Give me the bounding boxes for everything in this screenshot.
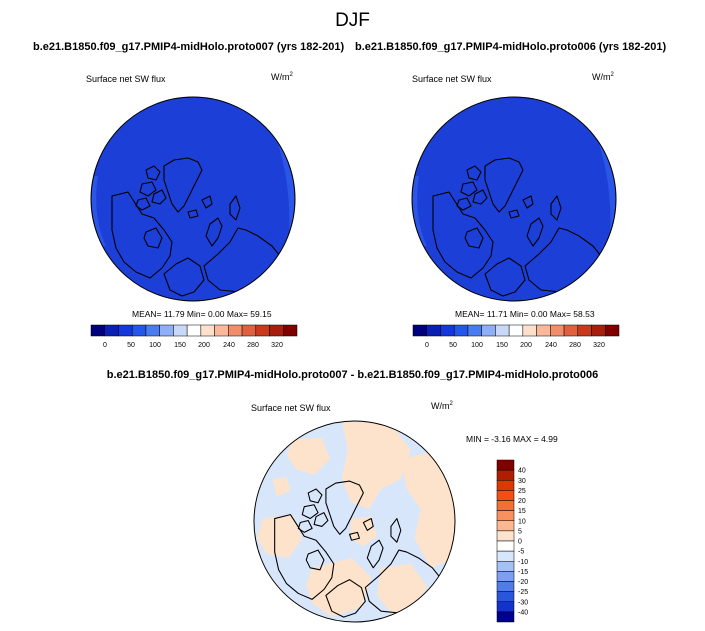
panel-1-title: b.e21.B1850.f09_g17.PMIP4-midHolo.proto0…: [33, 41, 345, 53]
colorbar-swatch: [577, 324, 592, 337]
colorbar-swatch: [496, 601, 515, 613]
colorbar-swatch: [496, 591, 515, 602]
colorbar-swatch: [118, 324, 133, 337]
colorbar-tick-label: 15: [518, 508, 526, 515]
colorbar-tick-label: 200: [198, 342, 210, 349]
colorbar-swatch: [496, 480, 515, 491]
colorbar-swatch: [412, 324, 427, 337]
colorbar-swatch: [536, 324, 551, 337]
colorbar-swatch: [90, 324, 105, 337]
colorbar-swatch: [522, 324, 537, 337]
colorbar-swatch: [605, 324, 620, 337]
difference-title: b.e21.B1850.f09_g17.PMIP4-midHolo.proto0…: [106, 369, 599, 381]
colorbar-tick-label: 240: [545, 342, 557, 349]
colorbar-tick-label: 20: [518, 498, 526, 505]
colorbar-tick-label: -20: [518, 579, 528, 586]
colorbar-tick-label: 320: [271, 342, 283, 349]
colorbar-swatch: [186, 324, 202, 337]
colorbar-tick-label: 320: [593, 342, 605, 349]
colorbar-swatch: [496, 500, 515, 511]
panel-1-colorbar: 0 50 100 150 200 240 280 320: [90, 324, 298, 349]
colorbar-tick-label: 40: [518, 468, 526, 475]
colorbar-swatch: [591, 324, 606, 337]
colorbar-swatch: [496, 611, 515, 623]
colorbar-tick-label: 10: [518, 518, 526, 525]
colorbar-tick-label: 280: [569, 342, 581, 349]
colorbar-swatch: [104, 324, 119, 337]
colorbar-swatch: [563, 324, 579, 337]
difference-variable: Surface net SW flux: [251, 403, 331, 413]
colorbar-swatch: [145, 324, 160, 337]
colorbar-swatch: [496, 459, 515, 471]
colorbar-swatch: [496, 550, 515, 562]
colorbar-tick-label: 200: [520, 342, 532, 349]
colorbar-swatch: [241, 324, 257, 337]
colorbar-tick-label: -15: [518, 569, 528, 576]
colorbar-swatch: [131, 324, 147, 337]
colorbar-swatch: [496, 581, 515, 592]
difference-polar-map: [253, 420, 456, 623]
colorbar-tick-label: -30: [518, 599, 528, 606]
panel-1-variable: Surface net SW flux: [86, 74, 166, 84]
colorbar-swatch: [173, 324, 188, 337]
panel-2-variable: Surface net SW flux: [412, 74, 492, 84]
colorbar-tick-label: 25: [518, 488, 526, 495]
panel-1-units: W/m2: [271, 72, 293, 82]
colorbar-swatch: [200, 324, 215, 337]
colorbar-tick-label: 100: [149, 342, 161, 349]
colorbar-tick-label: 0: [103, 342, 107, 349]
colorbar-swatch: [495, 324, 510, 337]
colorbar-swatch: [214, 324, 229, 337]
colorbar-tick-label: -10: [518, 559, 528, 566]
colorbar-swatch: [496, 540, 515, 552]
colorbar-swatch: [496, 469, 515, 481]
colorbar-swatch: [496, 571, 515, 582]
colorbar-swatch: [496, 530, 515, 542]
colorbar-tick-label: 30: [518, 478, 526, 485]
colorbar-swatch: [481, 324, 496, 337]
colorbar-tick-label: 280: [247, 342, 259, 349]
colorbar-swatch: [255, 324, 270, 337]
colorbar-swatch: [550, 324, 565, 337]
panel-2-polar-map: [411, 96, 617, 302]
colorbar-swatch: [453, 324, 469, 337]
season-title: DJF: [335, 10, 370, 31]
colorbar-tick-label: -25: [518, 589, 528, 596]
colorbar-swatch: [159, 324, 174, 337]
colorbar-tick-label: 50: [127, 342, 135, 349]
colorbar-swatch: [440, 324, 455, 337]
colorbar-tick-label: 240: [223, 342, 235, 349]
colorbar-tick-label: -5: [518, 549, 524, 556]
panel-1-polar-map: [90, 96, 296, 302]
colorbar-tick-label: -40: [518, 609, 528, 616]
colorbar-tick-label: 150: [174, 342, 186, 349]
difference-stats: MIN = -3.16 MAX = 4.99: [466, 434, 558, 444]
colorbar-swatch: [496, 490, 515, 501]
colorbar-tick-label: 50: [449, 342, 457, 349]
colorbar-swatch: [496, 561, 515, 572]
colorbar-swatch: [508, 324, 524, 337]
panel-2-colorbar: 0 50 100 150 200 240 280 320: [412, 324, 620, 349]
colorbar-tick-label: 5: [518, 528, 522, 535]
panel-2-title: b.e21.B1850.f09_g17.PMIP4-midHolo.proto0…: [355, 41, 667, 53]
colorbar-tick-label: 150: [496, 342, 508, 349]
colorbar-swatch: [228, 324, 243, 337]
panel-2-units: W/m2: [592, 72, 614, 82]
colorbar-tick-label: 100: [471, 342, 483, 349]
panel-1-stats: MEAN= 11.79 Min= 0.00 Max= 59.15: [132, 309, 272, 319]
difference-colorbar: 40 30 25 20 15 10 5 0 -5 -10 -15 -20 -25 -30 -40: [496, 459, 528, 623]
panel-2-stats: MEAN= 11.71 Min= 0.00 Max= 58.53: [455, 309, 595, 319]
difference-units: W/m2: [431, 401, 453, 411]
colorbar-swatch: [496, 520, 515, 532]
colorbar-swatch: [496, 510, 515, 521]
colorbar-tick-label: 0: [518, 539, 522, 546]
colorbar-swatch: [283, 324, 298, 337]
colorbar-swatch: [467, 324, 482, 337]
colorbar-tick-label: 0: [425, 342, 429, 349]
colorbar-swatch: [269, 324, 284, 337]
colorbar-swatch: [426, 324, 441, 337]
